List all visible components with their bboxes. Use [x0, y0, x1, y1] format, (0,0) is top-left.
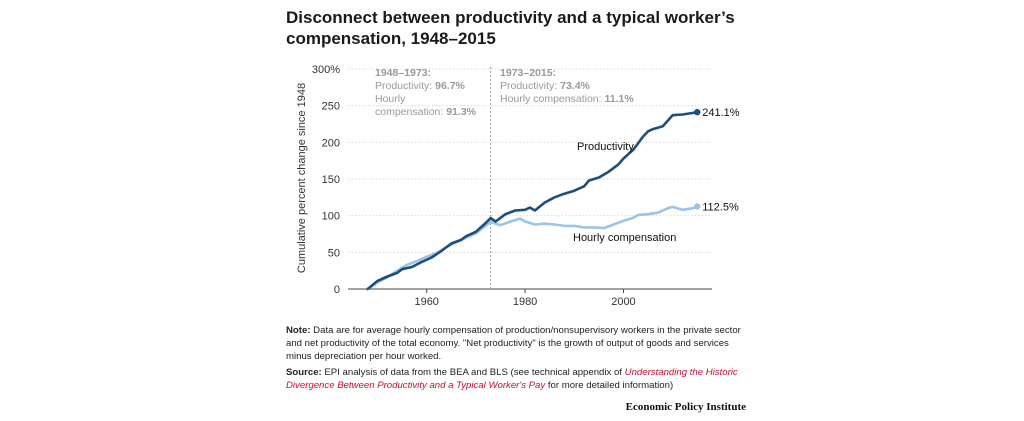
note-paragraph: Note: Data are for average hourly compen…	[286, 324, 756, 363]
y-tick-label: 150	[322, 174, 340, 186]
y-tick-label: 200	[322, 137, 340, 149]
annotation-left-comp-2: compensation: 91.3%	[375, 106, 477, 118]
source-paragraph: Source: EPI analysis of data from the BE…	[286, 366, 756, 392]
source-link[interactable]: Understanding the Historic Divergence Be…	[286, 367, 738, 391]
annotation-1948-1973: 1948–1973: Productivity: 96.7% Hourly co…	[375, 67, 477, 118]
note-label: Note:	[286, 325, 311, 336]
compensation-line	[366, 205, 699, 291]
chart-title: Disconnect between productivity and a ty…	[286, 8, 735, 48]
productivity-end-marker	[694, 108, 701, 116]
y-tick-label: 0	[334, 284, 340, 296]
gridlines	[348, 68, 712, 290]
source-text-2: for more detailed information)	[545, 380, 674, 391]
x-axis: 1960 1980 2000	[414, 289, 636, 308]
y-axis-label: Cumulative percent change since 1948	[296, 83, 308, 273]
notes: Note: Data are for average hourly compen…	[286, 324, 756, 395]
compensation-end-label: 112.5%	[702, 202, 739, 214]
y-tick-label: 50	[328, 247, 340, 259]
annotation-left-comp-1: Hourly	[375, 93, 406, 105]
compensation-end-marker	[694, 203, 701, 210]
productivity-line	[366, 110, 699, 291]
annotation-1973-2015: 1973–2015: Productivity: 73.4% Hourly co…	[500, 67, 634, 105]
annotation-right-productivity: Productivity: 73.4%	[500, 80, 591, 92]
note-text: Data are for average hourly compensation…	[286, 325, 741, 362]
annotation-left-head: 1948–1973:	[375, 67, 431, 79]
y-tick-label: 100	[322, 211, 340, 223]
annotation-left-productivity: Productivity: 96.7%	[375, 80, 466, 92]
compensation-series-label: Hourly compensation	[573, 232, 676, 244]
x-tick-label: 1960	[414, 296, 438, 308]
annotation-right-compensation: Hourly compensation: 11.1%	[500, 93, 634, 105]
x-tick-label: 2000	[611, 296, 635, 308]
y-axis: 0 50 100 150 200 250 300%	[312, 64, 340, 296]
source-label: Source:	[286, 367, 322, 378]
source-text-1: EPI analysis of data from the BEA and BL…	[321, 367, 625, 378]
x-tick-label: 1980	[513, 296, 537, 308]
series-group: 112.5% 241.1% Productivity Hourly compensat…	[366, 107, 740, 291]
y-tick-label: 250	[322, 101, 340, 113]
productivity-series-label: Productivity	[577, 141, 634, 153]
annotation-right-head: 1973–2015:	[500, 67, 556, 79]
chart: 0 50 100 150 200 250 300% 1960 1980 2000 Cumulat…	[296, 64, 740, 308]
productivity-end-label: 241.1%	[702, 107, 740, 119]
credit: Economic Policy Institute	[625, 401, 746, 413]
y-tick-label: 300%	[312, 64, 340, 76]
